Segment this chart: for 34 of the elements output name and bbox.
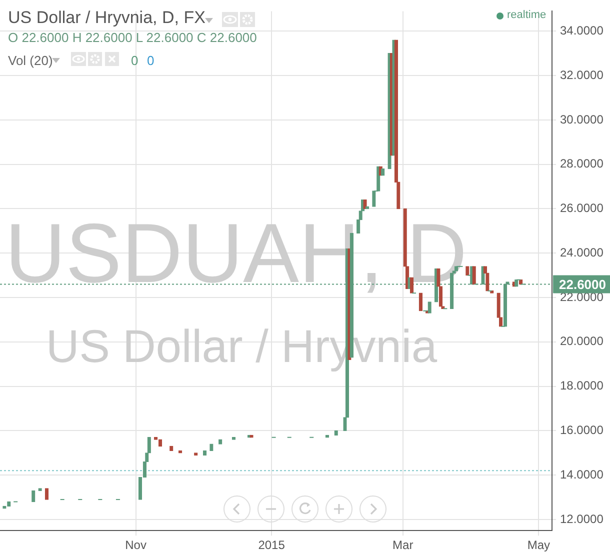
x-tick-label: Mar bbox=[392, 538, 414, 552]
y-tick-label: 12.0000 bbox=[560, 512, 604, 526]
candlestick bbox=[154, 437, 158, 440]
candlestick bbox=[381, 168, 385, 176]
text: O 22.6000 H 22.6000 L 22.6000 C 22.6000 bbox=[8, 30, 257, 45]
y-tick-label: 30.0000 bbox=[560, 112, 604, 126]
candlestick bbox=[38, 488, 42, 491]
candlestick bbox=[514, 279, 518, 287]
y-tick-label: 34.0000 bbox=[560, 23, 604, 38]
x-tick-label: May bbox=[527, 538, 550, 552]
candlestick bbox=[210, 444, 214, 452]
x-tick-label: 2015 bbox=[258, 538, 286, 552]
candlestick bbox=[44, 488, 49, 500]
annotation: realtime bbox=[507, 9, 546, 21]
y-tick-label: 28.0000 bbox=[560, 156, 604, 171]
annotation: Vol (20) bbox=[8, 53, 53, 68]
y-tick-label: 24.0000 bbox=[560, 245, 604, 260]
y-tick-label: 14.0000 bbox=[560, 467, 604, 482]
y-tick-label: 22.0000 bbox=[560, 290, 604, 304]
candlestick bbox=[232, 437, 236, 440]
annotation: 0 bbox=[147, 53, 154, 68]
chart-title: US Dollar / Hryvnia, D, FX bbox=[8, 8, 206, 28]
y-tick-label: 32.0000 bbox=[560, 68, 604, 82]
y-tick-label: 16.0000 bbox=[560, 423, 604, 438]
candlestick bbox=[490, 290, 494, 294]
candlestick bbox=[466, 266, 470, 276]
x-tick-label: Nov bbox=[125, 538, 146, 552]
y-tick-label: 18.0000 bbox=[560, 378, 604, 393]
y-tick-label: 26.0000 bbox=[560, 201, 604, 216]
candlestick bbox=[372, 190, 376, 207]
ref-line-label: 22.6000 bbox=[559, 276, 606, 292]
y-tick-label: 20.0000 bbox=[560, 334, 604, 348]
annotation: 0 bbox=[131, 53, 138, 68]
candlestick bbox=[194, 452, 198, 456]
